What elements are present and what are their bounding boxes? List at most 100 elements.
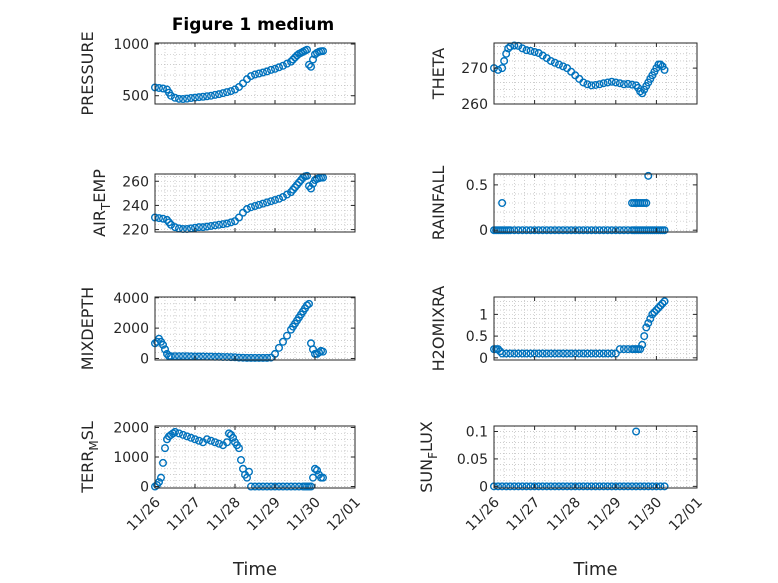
data-point xyxy=(579,78,588,87)
subplot-theta: 260 270 THETA xyxy=(429,41,698,113)
y-tick-label: 1 xyxy=(479,307,488,323)
data-point xyxy=(236,455,245,464)
data-point xyxy=(315,348,324,357)
data-point xyxy=(638,340,647,349)
y-axis-label: RAINFALL xyxy=(429,166,448,241)
data-point xyxy=(579,482,588,491)
data-point xyxy=(250,70,259,79)
data-point xyxy=(319,347,328,356)
data-point xyxy=(623,79,632,88)
data-point xyxy=(640,332,649,341)
data-point xyxy=(599,349,608,358)
data-point xyxy=(254,353,263,362)
data-point xyxy=(271,64,280,73)
data-point xyxy=(603,226,612,235)
x-tick-label: 11/27 xyxy=(164,495,204,535)
y-axis-label: PRESSURE xyxy=(78,31,97,115)
data-point xyxy=(583,482,592,491)
subplot-air-temp: 220 240 260 AIRTEMP xyxy=(90,169,356,239)
data-point xyxy=(542,482,551,491)
y-tick-label: 260 xyxy=(461,97,488,113)
data-point xyxy=(158,84,167,93)
data-point xyxy=(615,345,624,354)
data-point xyxy=(275,194,284,203)
data-point xyxy=(648,310,657,319)
data-point xyxy=(559,349,568,358)
data-point xyxy=(246,72,255,81)
data-point xyxy=(571,482,580,491)
data-point xyxy=(202,222,211,231)
data-point xyxy=(607,77,616,86)
data-point xyxy=(206,221,215,230)
data-point xyxy=(642,198,651,207)
subplot-h2omixra: 0 0.5 1 H2OMIXRA xyxy=(429,286,698,371)
data-point xyxy=(166,91,175,100)
data-point xyxy=(226,87,235,96)
data-point xyxy=(530,47,539,56)
data-point xyxy=(160,444,169,453)
data-point xyxy=(546,349,555,358)
data-point xyxy=(559,62,568,71)
data-point xyxy=(538,51,547,60)
data-point xyxy=(575,226,584,235)
data-point xyxy=(174,429,183,438)
data-point xyxy=(599,482,608,491)
data-point xyxy=(154,478,163,487)
data-point xyxy=(194,223,203,232)
data-point xyxy=(591,80,600,89)
axes-box xyxy=(493,425,698,489)
data-point xyxy=(289,55,298,64)
data-point xyxy=(170,93,179,102)
data-point xyxy=(575,349,584,358)
y-tick-label: 4000 xyxy=(113,291,149,307)
data-point xyxy=(510,41,519,50)
y-tick-label: 220 xyxy=(122,223,149,239)
data-point xyxy=(656,482,665,491)
data-point xyxy=(186,433,195,442)
data-point xyxy=(267,197,276,206)
data-point xyxy=(228,433,237,442)
data-point xyxy=(210,438,219,447)
data-point xyxy=(206,436,215,445)
data-point xyxy=(522,482,531,491)
data-point xyxy=(563,226,572,235)
data-point xyxy=(178,430,187,439)
data-point xyxy=(583,80,592,89)
data-point xyxy=(275,343,284,352)
data-point xyxy=(567,349,576,358)
data-point xyxy=(283,59,292,68)
data-point xyxy=(628,80,637,89)
data-point xyxy=(510,226,519,235)
data-point xyxy=(615,482,624,491)
y-tick-label: 1000 xyxy=(113,450,149,466)
data-point xyxy=(222,219,231,228)
data-point xyxy=(263,198,272,207)
data-point xyxy=(250,202,259,211)
data-point xyxy=(628,482,637,491)
data-point xyxy=(279,61,288,70)
y-tick-label: 0 xyxy=(140,480,149,496)
data-point xyxy=(646,314,655,323)
y-tick-label: 0.05 xyxy=(457,452,488,468)
data-point xyxy=(546,56,555,65)
subplot-pressure: 500 1000 PRESSURE xyxy=(78,31,356,116)
data-point xyxy=(599,79,608,88)
y-tick-label: 1000 xyxy=(113,37,149,53)
data-point xyxy=(632,482,641,491)
data-point xyxy=(603,78,612,87)
data-point xyxy=(158,340,167,349)
data-point xyxy=(502,482,511,491)
data-point xyxy=(514,226,523,235)
data-point xyxy=(283,482,292,491)
data-point xyxy=(644,482,653,491)
data-point xyxy=(636,87,645,96)
y-axis-label: TERRMSL xyxy=(78,421,101,494)
data-point xyxy=(611,482,620,491)
data-point xyxy=(271,482,280,491)
data-point xyxy=(522,349,531,358)
axes-box xyxy=(493,296,698,361)
x-tick-label: 11/28 xyxy=(544,495,584,535)
x-tick-label: 11/27 xyxy=(504,495,544,535)
y-tick-label: 240 xyxy=(122,198,149,214)
x-tick-label: 11/29 xyxy=(244,495,284,535)
